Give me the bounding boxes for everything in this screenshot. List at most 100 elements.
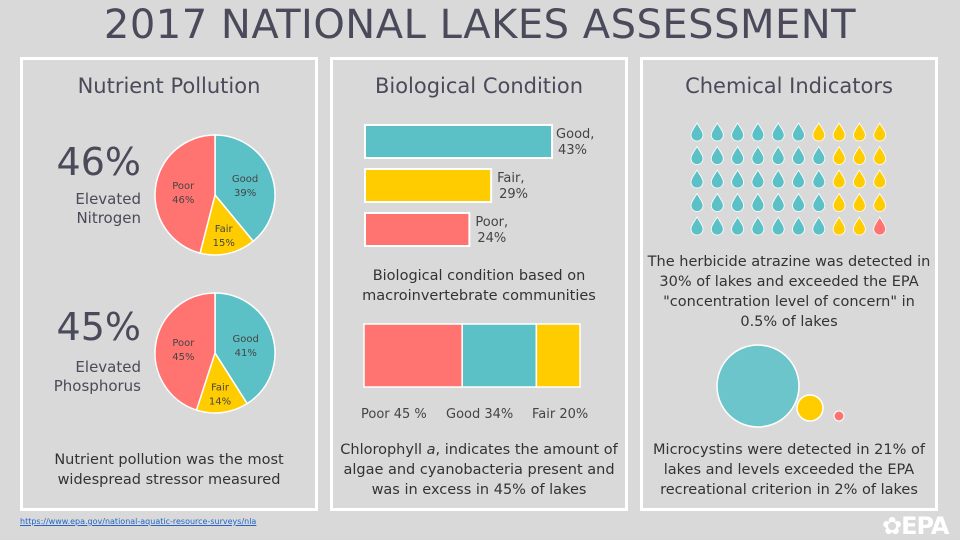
water-drop-icon [751, 216, 765, 236]
caption-line: 0.5% of lakes [740, 314, 838, 330]
stacked-label: Poor 45 % [361, 407, 427, 422]
water-drop-icon [852, 216, 866, 236]
pie-slice-good [214, 134, 276, 243]
slice-value: 41% [235, 348, 257, 359]
bubble-detected [716, 344, 800, 428]
pie-slice-fair [195, 351, 249, 414]
water-drop-icon [792, 216, 805, 236]
water-drop-icon [873, 216, 887, 236]
water-drop-icon [731, 192, 745, 212]
nitrogen-label-2: Nitrogen [76, 209, 141, 227]
water-drop-icon [751, 122, 765, 142]
pie-slice-fair [199, 193, 255, 256]
slice-label: Poor [172, 181, 195, 192]
slice-value: 15% [213, 238, 235, 249]
water-drop-icon [792, 122, 805, 142]
caption-line: Chlorophyll a, indicates the amount of [333, 440, 625, 460]
bar-poor [364, 212, 471, 247]
phosphorus-label-2: Phosphorus [53, 377, 141, 395]
stacked-label: Fair 20% [532, 407, 588, 422]
pie-slice-poor [154, 292, 216, 412]
water-drop-icon [731, 216, 745, 236]
water-drop-icon [751, 192, 765, 212]
slice-value: 45% [172, 352, 194, 363]
pie-charts: Good 39% Fair 15% Poor 46% Good 41% Fair 14% Poor 4… [154, 134, 276, 414]
bar-label: Fair, [497, 171, 524, 186]
water-drop-icon [751, 169, 765, 189]
water-drop-icon [710, 192, 724, 212]
caption-line: 30% of lakes and exceeded the EPA [659, 274, 919, 290]
atrazine-caption: The herbicide atrazine was detected in 3… [643, 252, 935, 332]
bar-label: Good, [556, 127, 594, 142]
water-drop-icon [832, 122, 846, 142]
biological-title: Biological Condition [374, 74, 584, 98]
water-drop-icon [852, 192, 866, 212]
water-drop-icon [812, 169, 826, 189]
text: Chlorophyll [340, 442, 427, 458]
caption-line: lakes and levels exceeded the EPA [663, 462, 915, 478]
water-drop-icon [812, 145, 826, 165]
slice-value: 46% [172, 195, 194, 206]
slice-label: Good [233, 334, 259, 345]
water-drop-icon [873, 145, 887, 165]
bar-label: Poor, [475, 215, 508, 230]
water-drop-icon [690, 145, 704, 165]
caption-line: The herbicide atrazine was detected in [647, 254, 931, 270]
water-drop-icon [832, 216, 846, 236]
bar-value: 24% [477, 231, 506, 246]
bar-fair [364, 168, 493, 203]
chemical-title: Chemical Indicators [685, 74, 893, 98]
epa-logo: ✿EPA [882, 512, 949, 540]
water-drop-icon [812, 192, 826, 212]
chemical-charts [690, 122, 887, 428]
water-drop-icon [771, 192, 785, 212]
bubble-mid [796, 394, 824, 422]
caption-line: "concentration level of concern" in [663, 294, 915, 310]
bar-value: 29% [499, 187, 528, 202]
bar-value: 43% [558, 143, 587, 158]
nutrient-title: Nutrient Pollution [77, 74, 261, 98]
water-drop-icon [852, 169, 866, 189]
chemical-panel: Chemical Indicators The herbicide atrazi… [640, 57, 938, 511]
phosphorus-percent: 45% [56, 305, 141, 349]
pie-slice-poor [154, 134, 216, 255]
caption-line: recreational criterion in 2% of lakes [660, 482, 918, 498]
water-drop-icon [690, 216, 704, 236]
stacked-seg-good [461, 323, 538, 388]
water-drop-icon [771, 122, 785, 142]
slice-label: Poor [172, 338, 195, 349]
water-drop-icon [873, 192, 887, 212]
text: a [426, 442, 436, 458]
water-drop-icon [873, 122, 887, 142]
water-drop-icon [731, 122, 745, 142]
slice-label: Fair [215, 224, 234, 235]
text: , indicates the amount of [435, 442, 618, 458]
water-drop-icon [710, 216, 724, 236]
water-drop-icon [710, 122, 724, 142]
nitrogen-label-1: Elevated [75, 190, 141, 208]
water-drop-icon [812, 216, 826, 236]
bio-caption: Biological condition based on macroinver… [333, 266, 625, 306]
bubble-exceeded [833, 410, 845, 422]
water-drop-icon [690, 192, 704, 212]
water-drop-icon [873, 169, 887, 189]
epa-logo-text: EPA [901, 512, 949, 540]
water-drop-icon [710, 145, 724, 165]
water-drop-icon [832, 145, 846, 165]
water-drop-icon [852, 145, 866, 165]
water-drop-icon [812, 122, 826, 142]
stacked-seg-fair [535, 323, 581, 388]
water-drop-icon [792, 169, 805, 189]
chlorophyll-caption: Chlorophyll a, indicates the amount of a… [333, 440, 625, 500]
caption-line: Biological condition based on [372, 268, 586, 284]
water-drop-icon [731, 145, 745, 165]
caption-line: Microcystins were detected in 21% of [653, 442, 925, 458]
source-link[interactable]: https://www.epa.gov/national-aquatic-res… [20, 517, 257, 526]
caption-line: macroinvertebrate communities [362, 288, 596, 304]
nutrient-panel: Nutrient Pollution 46% Elevated Nitrogen… [20, 57, 318, 511]
page-title: 2017 NATIONAL LAKES ASSESSMENT [103, 2, 857, 48]
water-drop-icon [771, 216, 785, 236]
water-drop-icon [771, 145, 785, 165]
caption-line: algae and cyanobacteria present and [343, 462, 615, 478]
biological-panel: Biological Condition Good, 43% Fair, 29% Poo… [330, 57, 628, 511]
